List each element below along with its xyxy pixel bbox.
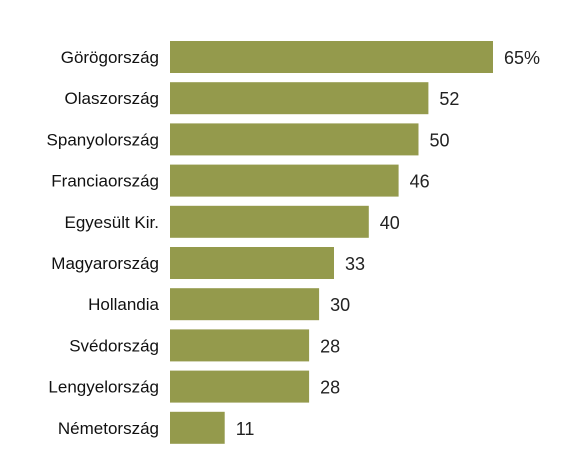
bar-3 (170, 123, 419, 156)
value-label-2: 52 (439, 89, 459, 109)
value-labels: 65% 52 50 46 40 33 30 28 28 11 (236, 48, 540, 439)
value-label-9: 28 (320, 378, 340, 398)
value-label-10: 11 (236, 419, 255, 439)
value-label-5: 40 (380, 213, 400, 233)
bars (170, 41, 493, 444)
bar-2 (170, 82, 429, 115)
bar-5 (170, 205, 369, 238)
category-label-7: Hollandia (88, 295, 159, 314)
category-label-4: Franciaország (51, 172, 159, 191)
bar-4 (170, 164, 399, 197)
category-label-6: Magyarország (51, 254, 159, 273)
category-label-8: Svédország (69, 336, 159, 355)
category-label-9: Lengyelország (48, 378, 159, 397)
bar-8 (170, 329, 310, 362)
bar-10 (170, 411, 225, 444)
value-label-7: 30 (330, 295, 350, 315)
value-label-8: 28 (320, 336, 340, 356)
value-label-4: 46 (410, 172, 430, 192)
category-label-2: Olaszország (65, 89, 159, 108)
category-label-3: Spanyolország (47, 130, 159, 149)
category-label-5: Egyesült Kir. (65, 213, 160, 232)
bar-6 (170, 247, 334, 279)
bar-7 (170, 288, 320, 321)
category-labels: Görögország Olaszország Spanyolország Franc… (47, 48, 160, 438)
value-label-6: 33 (345, 254, 365, 274)
bar-9 (170, 370, 310, 403)
value-label-1: 65% (504, 48, 540, 68)
value-label-3: 50 (430, 130, 450, 150)
category-label-10: Németország (58, 419, 159, 438)
category-label-1: Görögország (61, 48, 159, 67)
bar-1 (170, 41, 493, 73)
